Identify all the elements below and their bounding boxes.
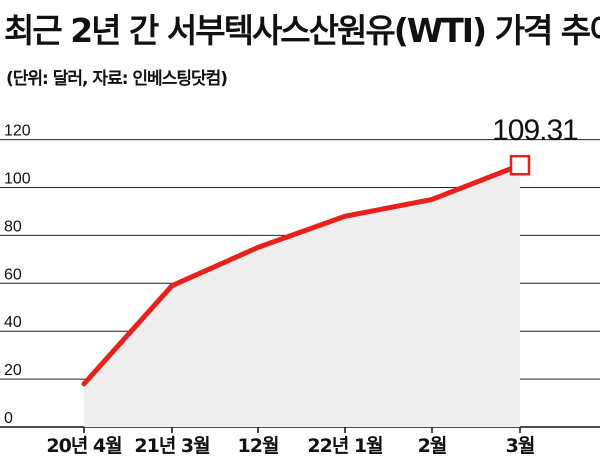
y-tick-label: 20 (4, 362, 22, 379)
end-point-marker (509, 154, 531, 176)
x-tick-label: 3월 (506, 435, 535, 457)
y-tick-label: 40 (4, 314, 22, 331)
y-tick-label: 100 (4, 171, 31, 188)
x-tick-label: 12월 (238, 435, 279, 457)
x-tick-label: 21년 3월 (134, 435, 209, 457)
data-label: 109.31 (492, 114, 578, 147)
y-tick-label: 0 (4, 410, 13, 427)
chart-title: 최근 2년 간 서부텍사스산원유(WTI) 가격 추이 (4, 11, 600, 50)
chart-subtitle: (단위: 달러, 자료: 인베스팅닷컴) (6, 69, 228, 89)
x-tick-label: 20년 4월 (46, 435, 121, 457)
y-tick-label: 80 (4, 218, 22, 235)
series-line (81, 162, 523, 387)
x-tick-label: 2월 (418, 435, 447, 457)
area-fill (84, 165, 520, 427)
x-tick-label: 22년 1월 (307, 435, 382, 457)
y-tick-label: 120 (4, 123, 31, 140)
y-tick-label: 60 (4, 266, 22, 283)
